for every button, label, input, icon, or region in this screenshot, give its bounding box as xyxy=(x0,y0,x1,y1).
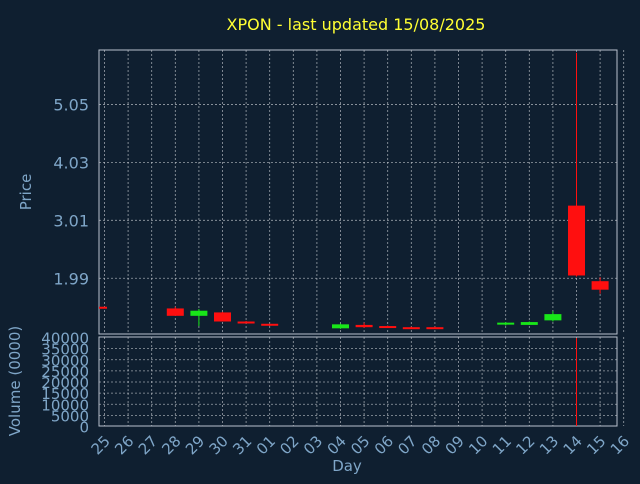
x-tick-label: 07 xyxy=(394,432,420,458)
price-axis-label: Price xyxy=(17,174,35,211)
volume-tick-label: 10000 xyxy=(41,396,89,414)
candle-14-body xyxy=(568,205,585,276)
x-tick-label: 03 xyxy=(300,432,326,458)
candle-08-body xyxy=(426,327,444,330)
price-panel-frame xyxy=(98,49,618,335)
volume-tick-label: 30000 xyxy=(41,352,89,370)
candle-13-body xyxy=(544,314,562,321)
candle-29-body xyxy=(190,310,208,316)
chart-title: XPON - last updated 15/08/2025 xyxy=(227,15,486,34)
x-tick-label: 08 xyxy=(418,432,444,458)
x-tick-label: 13 xyxy=(536,432,562,458)
x-tick-label: 30 xyxy=(206,432,232,458)
candle-01-body xyxy=(261,323,279,326)
price-tick-label: 1.99 xyxy=(53,269,89,288)
price-tick-label: 3.01 xyxy=(53,211,89,230)
x-tick-label: 27 xyxy=(135,432,161,458)
price-tick-label: 4.03 xyxy=(53,153,89,172)
x-tick-label: 11 xyxy=(489,432,515,458)
candle-07-body xyxy=(402,327,420,330)
x-tick-label: 12 xyxy=(512,432,538,458)
candle-30-body xyxy=(214,312,231,322)
volume-tick-label: 15000 xyxy=(41,385,89,403)
x-tick-label: 15 xyxy=(583,432,609,458)
volume-tick-label: 5000 xyxy=(51,407,89,425)
volume-tick-label: 35000 xyxy=(41,341,89,359)
x-tick-label: 06 xyxy=(371,432,397,458)
x-tick-label: 02 xyxy=(276,432,302,458)
x-tick-label: 29 xyxy=(182,432,208,458)
x-tick-label: 04 xyxy=(324,432,350,458)
x-tick-label: 26 xyxy=(111,432,137,458)
x-tick-label: 31 xyxy=(229,432,255,458)
price-tick-label: 5.05 xyxy=(53,95,89,114)
candle-06-body xyxy=(379,326,397,329)
volume-tick-label: 20000 xyxy=(41,374,89,392)
candle-31-body xyxy=(237,321,255,324)
volume-tick-label: 40000 xyxy=(41,330,89,348)
candle-12-body xyxy=(520,322,538,325)
volume-tick-label: 25000 xyxy=(41,363,89,381)
candle-15-body xyxy=(591,281,609,290)
candle-11-body xyxy=(497,322,515,325)
x-tick-label: 25 xyxy=(88,432,114,458)
volume-tick-label: 0 xyxy=(79,419,89,437)
x-tick-label: 05 xyxy=(347,432,373,458)
x-tick-label: 01 xyxy=(253,432,279,458)
volume-axis-label: Volume (0000) xyxy=(6,326,24,436)
candle-28-body xyxy=(166,308,184,316)
candle-04-body xyxy=(332,324,349,329)
x-axis-label: Day xyxy=(332,457,362,475)
x-tick-label: 09 xyxy=(442,432,468,458)
x-tick-label: 14 xyxy=(560,432,586,458)
volume-panel-frame xyxy=(98,336,618,427)
candle-25-body xyxy=(99,306,107,309)
x-tick-label: 28 xyxy=(158,432,184,458)
candle-05-body xyxy=(355,324,373,328)
x-tick-label: 10 xyxy=(465,432,491,458)
x-tick-label: 16 xyxy=(607,432,633,458)
